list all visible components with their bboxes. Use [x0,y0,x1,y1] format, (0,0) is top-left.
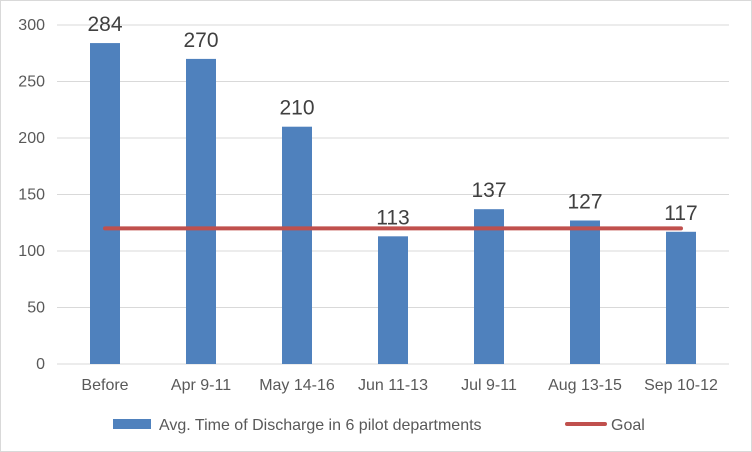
data-label: 137 [471,179,506,202]
data-label: 127 [567,190,602,213]
data-label: 284 [87,13,122,36]
y-tick-label: 250 [18,74,45,91]
y-tick-label: 200 [18,130,45,147]
y-tick-label: 150 [18,187,45,204]
bar [282,126,312,364]
bar [186,58,216,365]
y-tick-label: 300 [18,17,45,34]
y-axis: 0 50 100 150 200 250 300 [18,17,45,373]
x-tick-label: Jun 11-13 [358,377,428,394]
x-tick-label: Before [81,377,128,394]
x-tick-label: May 14-16 [259,377,335,394]
x-tick-label: Jul 9-11 [461,377,517,394]
x-tick-label: Apr 9-11 [171,377,231,394]
x-axis: Before Apr 9-11 May 14-16 Jun 11-13 Jul 9-11… [81,377,718,394]
legend-bar-label: Avg. Time of Discharge in 6 pilot depart… [159,417,482,434]
bar-series [90,43,696,365]
bar [378,236,408,364]
bar [90,43,120,365]
y-tick-label: 50 [27,300,45,317]
bar [474,209,504,364]
data-label: 117 [664,202,697,225]
x-tick-label: Aug 13-15 [548,377,622,394]
legend: Avg. Time of Discharge in 6 pilot depart… [113,417,645,434]
bar [666,231,696,364]
bar [570,220,600,364]
y-tick-label: 100 [18,243,45,260]
legend-bar-swatch [113,419,151,429]
data-labels: 284 270 210 113 137 127 117 [87,13,697,229]
data-label: 210 [279,97,314,120]
legend-goal-label: Goal [611,417,645,434]
data-label: 270 [183,29,218,52]
x-tick-label: Sep 10-12 [644,377,718,394]
data-label: 113 [376,206,409,229]
y-tick-label: 0 [36,356,45,373]
